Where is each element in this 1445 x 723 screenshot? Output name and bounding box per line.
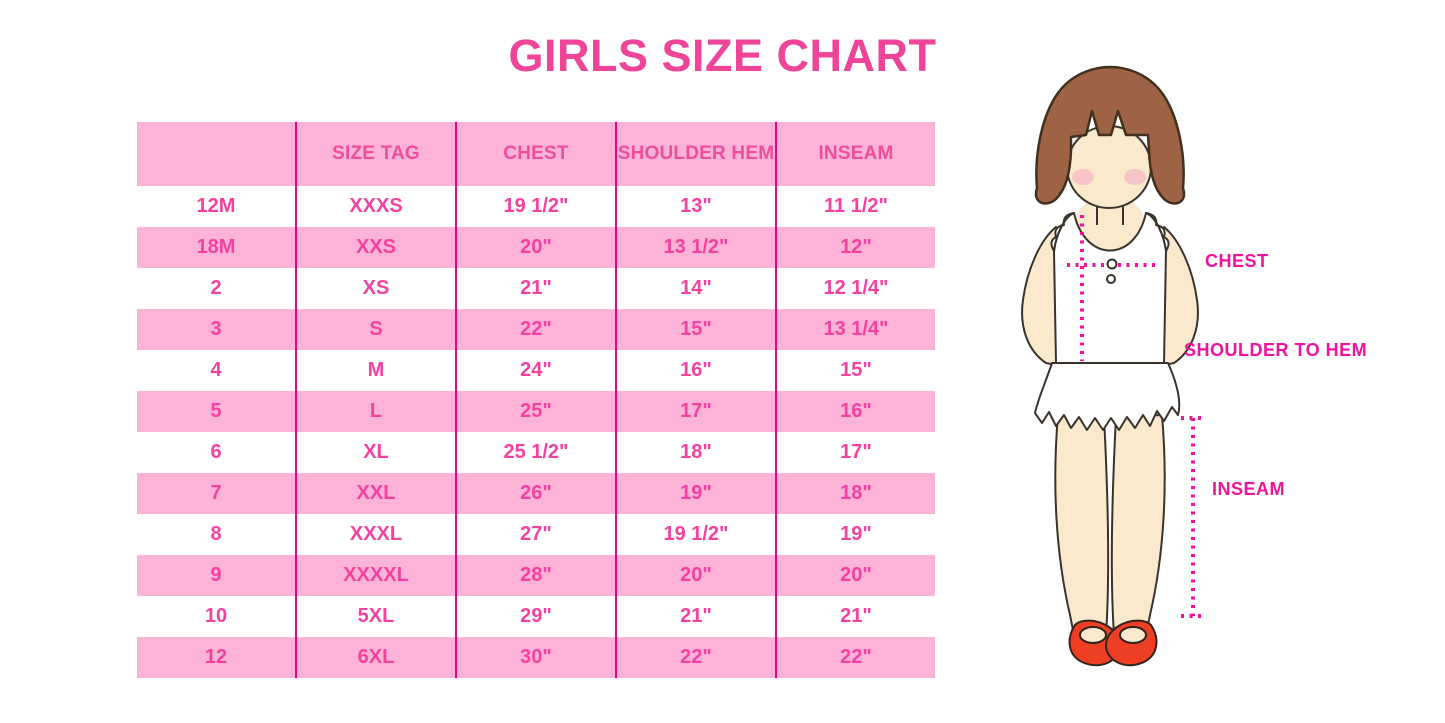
cell-inseam: 20"	[775, 555, 935, 596]
cell-inseam: 12 1/4"	[775, 268, 935, 309]
cell-size: 9	[210, 564, 222, 586]
cell-size-tag: M	[295, 350, 455, 391]
cell-shoulder-hem: 14"	[615, 268, 775, 309]
page-title: GIRLS SIZE CHART	[508, 30, 937, 81]
cell-size-tag: XL	[295, 432, 455, 473]
chest-label: CHEST	[1205, 251, 1269, 271]
cell-size: 18M	[196, 236, 236, 258]
girl-shoes	[1068, 619, 1158, 667]
header-cell-shoulder-hem: SHOULDER HEM	[615, 122, 775, 186]
cell-size-tag: 6XL	[295, 637, 455, 678]
cell-chest: 27"	[455, 514, 615, 555]
cell-chest: 26"	[455, 473, 615, 514]
girl-face	[1066, 125, 1152, 209]
cell-size-tag: XXXXL	[295, 555, 455, 596]
cell-chest: 28"	[455, 555, 615, 596]
table-row: 7 XXL 26" 19" 18"	[137, 473, 935, 514]
cell-inseam: 19"	[775, 514, 935, 555]
girl-skirt	[1034, 362, 1181, 431]
cell-shoulder-hem: 22"	[615, 637, 775, 678]
cell-shoulder-hem: 21"	[615, 596, 775, 637]
cell-inseam: 18"	[775, 473, 935, 514]
blush-right	[1124, 169, 1146, 185]
table-row: 9 XXXXL 28" 20" 20"	[137, 555, 935, 596]
cell-chest: 24"	[455, 350, 615, 391]
size-table-body: 12M XXXS 19 1/2" 13" 11 1/2" 18M XXS 20"…	[137, 186, 935, 678]
cell-size: 3	[210, 318, 222, 340]
cell-shoulder-hem: 19 1/2"	[615, 514, 775, 555]
table-header-row: SIZE TAG CHEST SHOULDER HEM INSEAM	[137, 122, 935, 186]
cell-inseam: 13 1/4"	[775, 309, 935, 350]
girl-figure-drawing	[1021, 65, 1205, 667]
cell-size: 12M	[196, 195, 236, 217]
cell-chest: 25"	[455, 391, 615, 432]
cell-size-tag: XXXS	[295, 186, 455, 227]
girl-legs	[1054, 414, 1166, 636]
cell-size-tag: XXL	[295, 473, 455, 514]
cell-size: 2	[210, 277, 222, 299]
cell-inseam: 16"	[775, 391, 935, 432]
shoulder-to-hem-label: SHOULDER TO HEM	[1184, 340, 1368, 360]
table-row: 4 M 24" 16" 15"	[137, 350, 935, 391]
cell-chest: 19 1/2"	[455, 186, 615, 227]
inseam-label: INSEAM	[1212, 479, 1286, 499]
cell-chest: 20"	[455, 227, 615, 268]
cell-size: 6	[210, 441, 222, 463]
cell-inseam: 12"	[775, 227, 935, 268]
cell-shoulder-hem: 18"	[615, 432, 775, 473]
cell-shoulder-hem: 19"	[615, 473, 775, 514]
table-row: 5 L 25" 17" 16"	[137, 391, 935, 432]
cell-size-tag: 5XL	[295, 596, 455, 637]
cell-inseam: 15"	[775, 350, 935, 391]
table-row: 8 XXXL 27" 19 1/2" 19"	[137, 514, 935, 555]
cell-size: 5	[210, 400, 222, 422]
cell-size: 4	[210, 359, 222, 381]
cell-shoulder-hem: 16"	[615, 350, 775, 391]
girl-hair	[1034, 65, 1186, 205]
header-cell-size-tag: SIZE TAG	[295, 122, 455, 186]
cell-inseam: 22"	[775, 637, 935, 678]
header-cell-blank	[137, 122, 295, 186]
cell-shoulder-hem: 17"	[615, 391, 775, 432]
cell-inseam: 17"	[775, 432, 935, 473]
size-table: SIZE TAG CHEST SHOULDER HEM INSEAM 12M X…	[137, 122, 935, 678]
table-row: 12M XXXS 19 1/2" 13" 11 1/2"	[137, 186, 935, 227]
blush-left	[1072, 169, 1094, 185]
cell-shoulder-hem: 15"	[615, 309, 775, 350]
cell-size-tag: XS	[295, 268, 455, 309]
cell-size: 10	[204, 605, 228, 627]
cell-size-tag: L	[295, 391, 455, 432]
table-row: 3 S 22" 15" 13 1/4"	[137, 309, 935, 350]
cell-size: 8	[210, 523, 222, 545]
top-buttons	[1106, 258, 1118, 284]
cell-shoulder-hem: 20"	[615, 555, 775, 596]
cell-chest: 21"	[455, 268, 615, 309]
header-cell-chest: CHEST	[455, 122, 615, 186]
cell-inseam: 21"	[775, 596, 935, 637]
cell-chest: 22"	[455, 309, 615, 350]
cell-shoulder-hem: 13"	[615, 186, 775, 227]
cell-inseam: 11 1/2"	[775, 186, 935, 227]
cell-chest: 25 1/2"	[455, 432, 615, 473]
cell-size-tag: S	[295, 309, 455, 350]
girl-shoulder-ruffles	[1050, 212, 1170, 252]
cell-shoulder-hem: 13 1/2"	[615, 227, 775, 268]
cell-size: 12	[204, 646, 228, 668]
header-cell-inseam: INSEAM	[775, 122, 935, 186]
table-row: 18M XXS 20" 13 1/2" 12"	[137, 227, 935, 268]
table-row: 10 5XL 29" 21" 21"	[137, 596, 935, 637]
table-row: 6 XL 25 1/2" 18" 17"	[137, 432, 935, 473]
cell-size: 7	[210, 482, 222, 504]
measurement-illustration: CHEST SHOULDER TO HEM INSEAM	[990, 55, 1445, 700]
cell-chest: 29"	[455, 596, 615, 637]
cell-size-tag: XXXL	[295, 514, 455, 555]
cell-size-tag: XXS	[295, 227, 455, 268]
table-row: 12 6XL 30" 22" 22"	[137, 637, 935, 678]
table-row: 2 XS 21" 14" 12 1/4"	[137, 268, 935, 309]
cell-chest: 30"	[455, 637, 615, 678]
